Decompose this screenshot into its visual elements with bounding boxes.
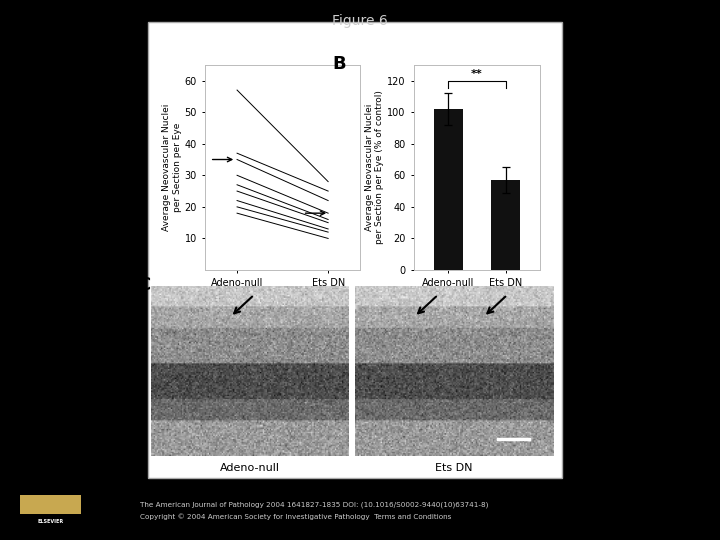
FancyBboxPatch shape: [20, 495, 81, 515]
Text: C: C: [138, 276, 150, 294]
Bar: [434, 109, 463, 270]
Y-axis label: Average Neovascular Nuclei
per Section per Eye: Average Neovascular Nuclei per Section p…: [162, 104, 181, 231]
Text: Ets DN: Ets DN: [435, 463, 473, 473]
Text: Copyright © 2004 American Society for Investigative Pathology  Terms and Conditi: Copyright © 2004 American Society for In…: [140, 513, 451, 519]
Y-axis label: Average Neovascular Nuclei
per Section per Eye (% of control): Average Neovascular Nuclei per Section p…: [365, 91, 384, 244]
Text: The American Journal of Pathology 2004 1641827-1835 DOI: (10.1016/S0002-9440(10): The American Journal of Pathology 2004 1…: [140, 501, 489, 508]
Text: B: B: [332, 55, 346, 72]
Text: Adeno-null: Adeno-null: [220, 463, 280, 473]
Text: Figure 6: Figure 6: [332, 14, 388, 28]
Text: A: A: [125, 55, 138, 72]
Text: **: **: [471, 69, 483, 79]
Bar: [491, 180, 520, 270]
Text: ELSEVIER: ELSEVIER: [37, 519, 63, 524]
